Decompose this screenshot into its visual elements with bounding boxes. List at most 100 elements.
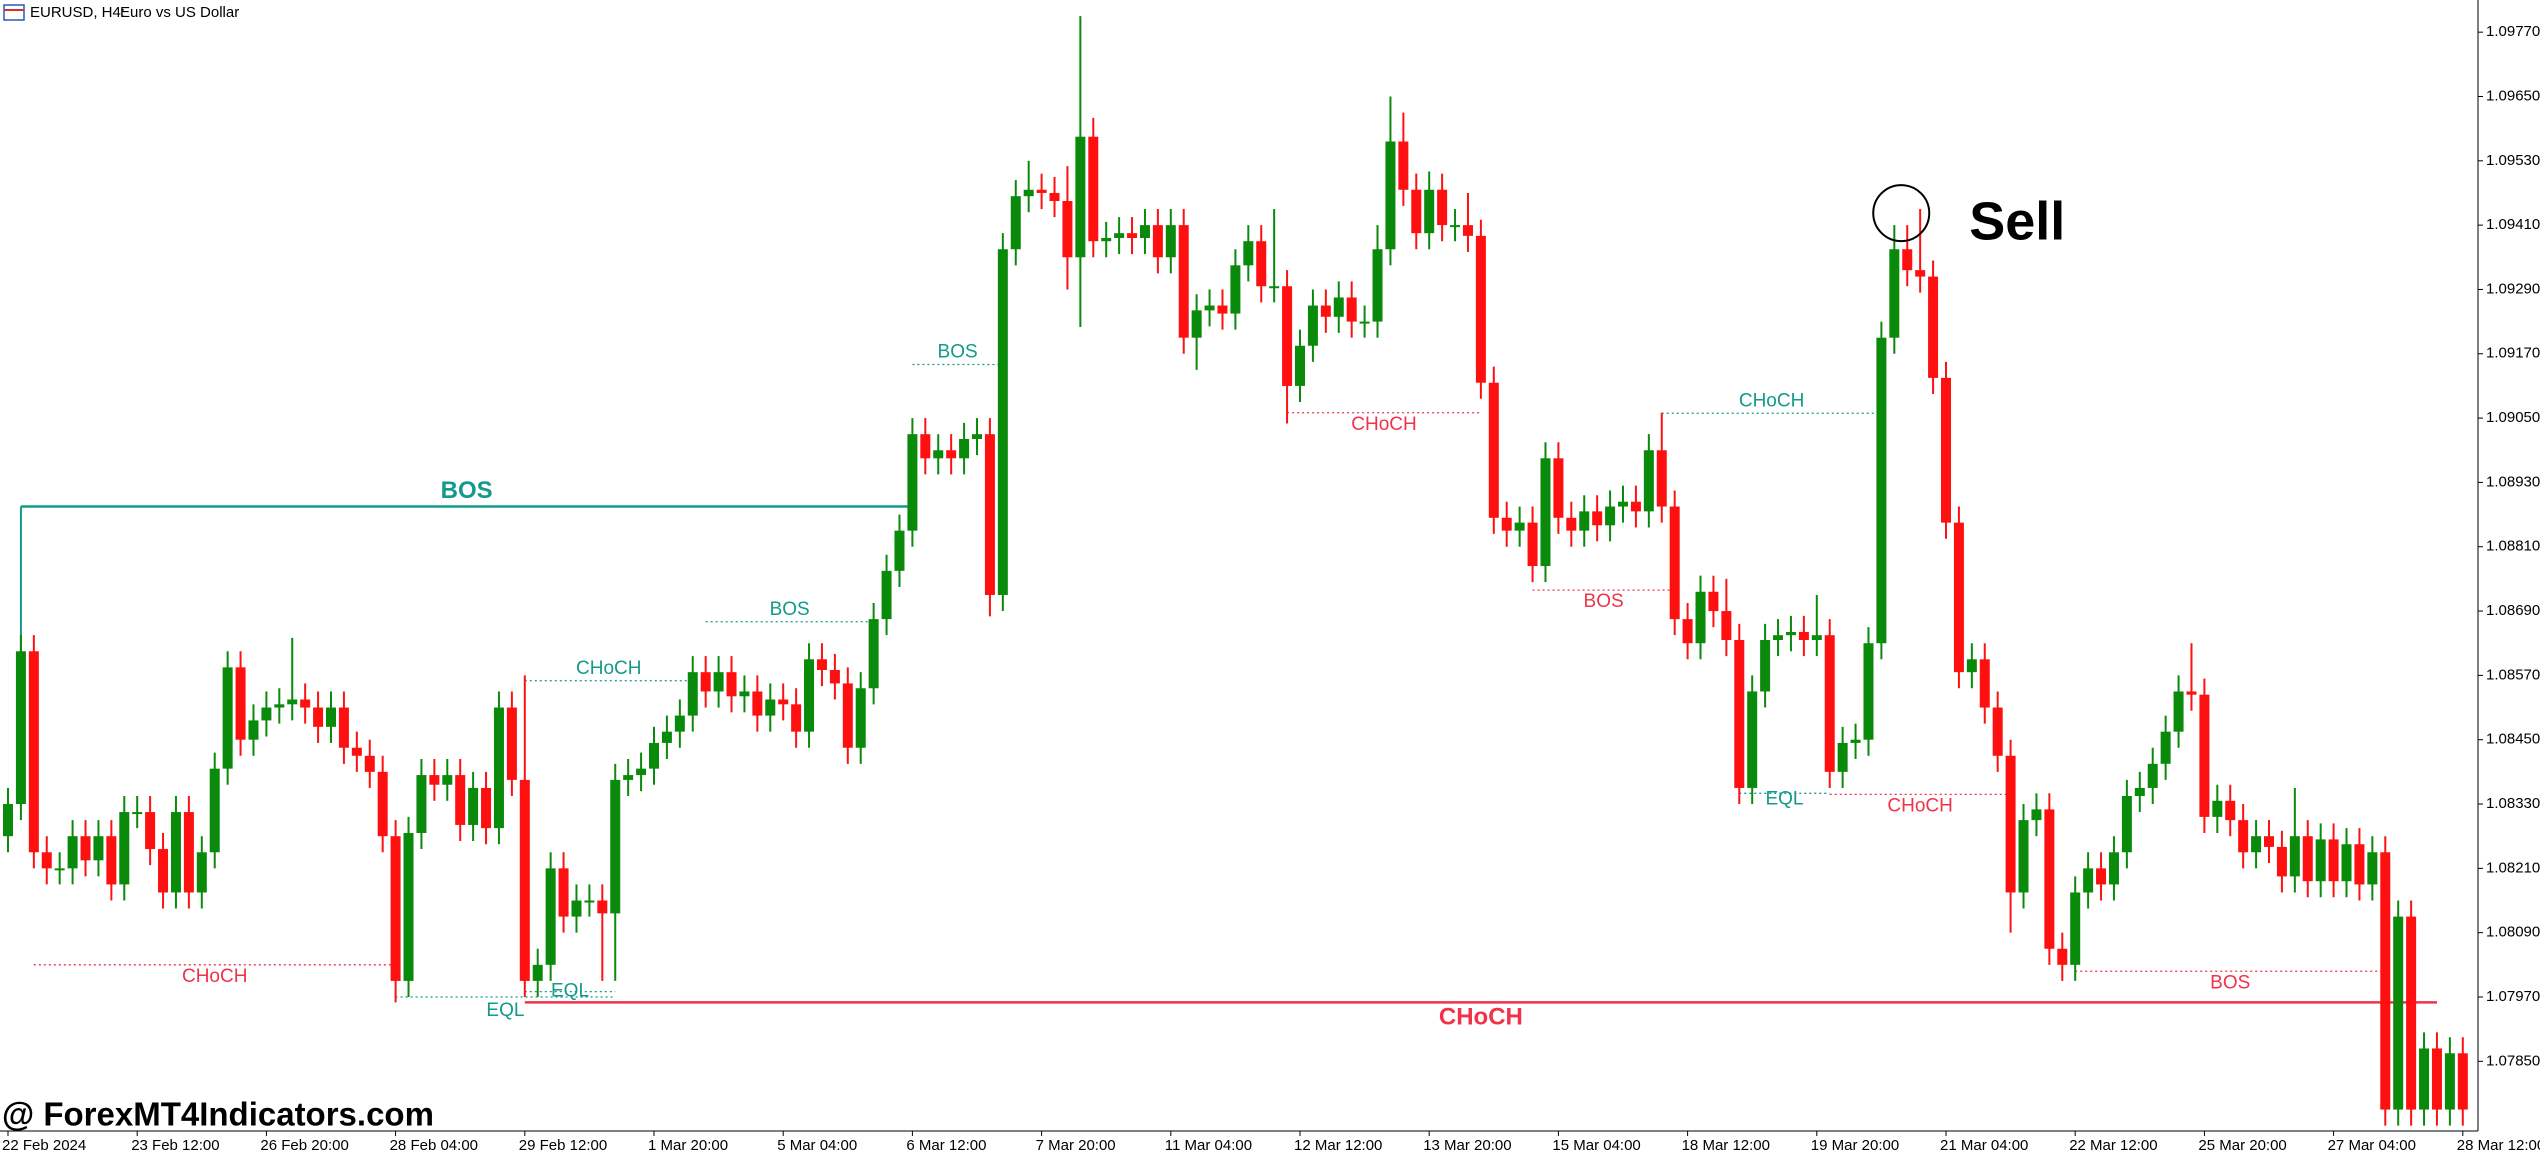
candle-body [610, 779, 621, 914]
candle-body [972, 434, 982, 439]
candle-body [145, 812, 156, 850]
candle-body [532, 964, 543, 981]
candle-body [261, 707, 272, 721]
candle-body [1139, 225, 1150, 238]
candle-body [2354, 844, 2365, 885]
candle-body [1902, 249, 1913, 271]
level-label: EQL [486, 1000, 524, 1021]
candle-body [2419, 1048, 2430, 1110]
candle-body [636, 768, 647, 776]
candle-body [1592, 511, 1603, 526]
level-label: BOS [2210, 972, 2250, 993]
candle-body [1708, 591, 1719, 612]
candle-body [1114, 233, 1125, 238]
candle-body [1656, 450, 1667, 507]
candle-body [80, 836, 91, 861]
candle-body [2302, 836, 2313, 882]
y-tick-label: 1.08690 [2486, 602, 2540, 619]
candle-body [1953, 522, 1964, 673]
candle-body [2199, 694, 2210, 817]
candle-body [829, 670, 840, 684]
candle-body [791, 704, 802, 732]
level-label: CHoCH [576, 658, 641, 679]
candle-body [1307, 305, 1318, 346]
candle-body [804, 659, 815, 732]
candle-body [946, 450, 957, 459]
candle-body [1566, 517, 1577, 531]
candle-body [54, 868, 65, 871]
candle-body [1049, 192, 1060, 202]
level-label: CHoCH [182, 966, 247, 987]
candle-body [1992, 707, 2003, 756]
candle-body [1811, 635, 1822, 641]
candle-body [2212, 800, 2223, 817]
candle-body [1618, 501, 1628, 507]
candle-body [15, 651, 26, 805]
candle-body [416, 775, 427, 833]
x-tick-label: 18 Mar 12:00 [1682, 1137, 1770, 1154]
candle-body [183, 812, 194, 893]
candle-body [920, 434, 931, 459]
candle-body [765, 699, 776, 716]
candle-body [2264, 836, 2274, 847]
y-tick-label: 1.08090 [2486, 924, 2540, 941]
candle-body [1346, 297, 1357, 322]
candle-body [1785, 631, 1796, 636]
candle-body [2367, 852, 2378, 885]
candle-body [2251, 836, 2262, 853]
level-label: CHoCH [1739, 390, 1804, 411]
candle-body [481, 787, 492, 829]
candle-body [287, 699, 298, 705]
candle-body [1734, 640, 1745, 788]
candle-body [390, 836, 401, 981]
candle-body [1398, 141, 1409, 190]
candle-body [2406, 916, 2417, 1110]
signal-circle [1872, 184, 1931, 243]
candle-body [41, 852, 52, 869]
candle-body [326, 707, 336, 727]
candle-body [93, 836, 104, 861]
candle-body [403, 832, 414, 981]
candle-body [1798, 631, 1809, 641]
candle-body [1630, 501, 1641, 512]
candle-body [1747, 691, 1758, 788]
x-tick-label: 6 Mar 12:00 [906, 1137, 986, 1154]
candle-body [816, 659, 827, 671]
candle-body [300, 699, 311, 708]
candle-body [597, 900, 608, 914]
level-label: EQL [551, 981, 589, 1002]
candle-body [2276, 846, 2287, 877]
candle-body [842, 683, 853, 748]
y-tick-label: 1.08210 [2486, 859, 2540, 876]
candle-body [558, 868, 569, 917]
candle-body [855, 688, 866, 748]
level-label: BOS [441, 477, 493, 504]
candle-body [2457, 1053, 2468, 1110]
candle-body [1579, 511, 1590, 531]
candle-body [442, 775, 453, 785]
candle-body [2108, 852, 2119, 885]
candle-body [2173, 691, 2184, 732]
candle-body [1850, 739, 1861, 743]
candle-body [2289, 836, 2300, 877]
candle-body [687, 672, 698, 716]
x-tick-label: 15 Mar 04:00 [1552, 1137, 1640, 1154]
candle-body [506, 707, 517, 780]
candle-body [1605, 506, 1616, 526]
candle-body [1101, 237, 1112, 242]
candle-body [248, 720, 259, 740]
candle-body [623, 775, 634, 780]
candle-body [1721, 611, 1732, 641]
candle-body [1915, 270, 1926, 277]
candle-body [1695, 591, 1706, 644]
y-tick-label: 1.08330 [2486, 795, 2540, 812]
candle-body [661, 731, 672, 743]
signal-label: Sell [1969, 191, 2065, 251]
x-tick-label: 13 Mar 20:00 [1423, 1137, 1511, 1154]
candle-body [1863, 643, 1874, 740]
candle-body [674, 715, 685, 732]
candle-body [2393, 916, 2404, 1110]
candle-body [907, 434, 918, 531]
candle-body [1876, 337, 1887, 644]
